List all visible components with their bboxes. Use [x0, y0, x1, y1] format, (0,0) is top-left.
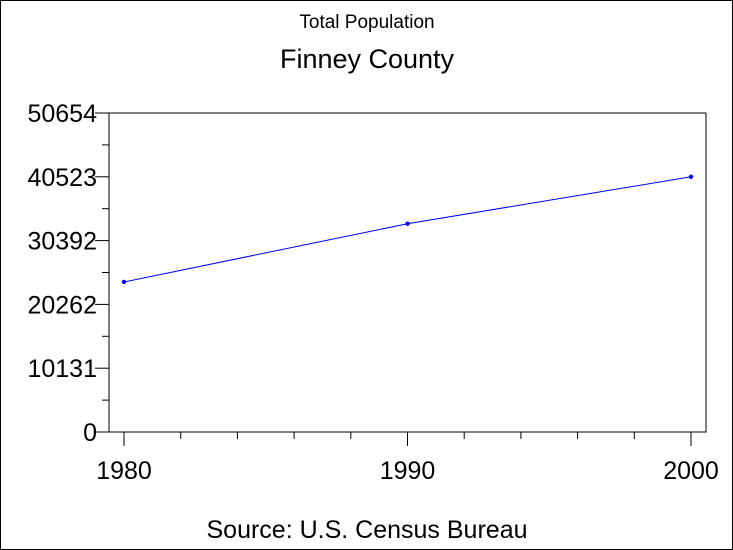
y-tick-label: 10131 — [27, 355, 97, 383]
y-tick-label: 40523 — [27, 164, 97, 192]
chart-title: Finney County — [280, 44, 455, 74]
chart-subtitle: Total Population — [299, 12, 434, 33]
y-tick-label: 50654 — [27, 100, 97, 128]
data-point — [405, 221, 410, 226]
x-tick-label: 1990 — [380, 457, 436, 485]
x-axis: 1980 1990 2000 — [96, 432, 719, 485]
y-tick-label: 30392 — [27, 228, 97, 256]
y-tick-label: 20262 — [27, 291, 97, 319]
x-tick-label: 2000 — [663, 457, 719, 485]
source-note: Source: U.S. Census Bureau — [207, 516, 528, 544]
x-tick-label: 1980 — [96, 457, 152, 485]
data-point — [688, 174, 694, 180]
y-axis: 0 10131 20262 30392 40523 50654 — [27, 100, 109, 447]
series-line — [123, 176, 692, 283]
series-layer — [121, 174, 694, 285]
data-point — [121, 279, 127, 285]
plot-area — [108, 112, 707, 433]
y-tick-label: 0 — [83, 419, 97, 447]
